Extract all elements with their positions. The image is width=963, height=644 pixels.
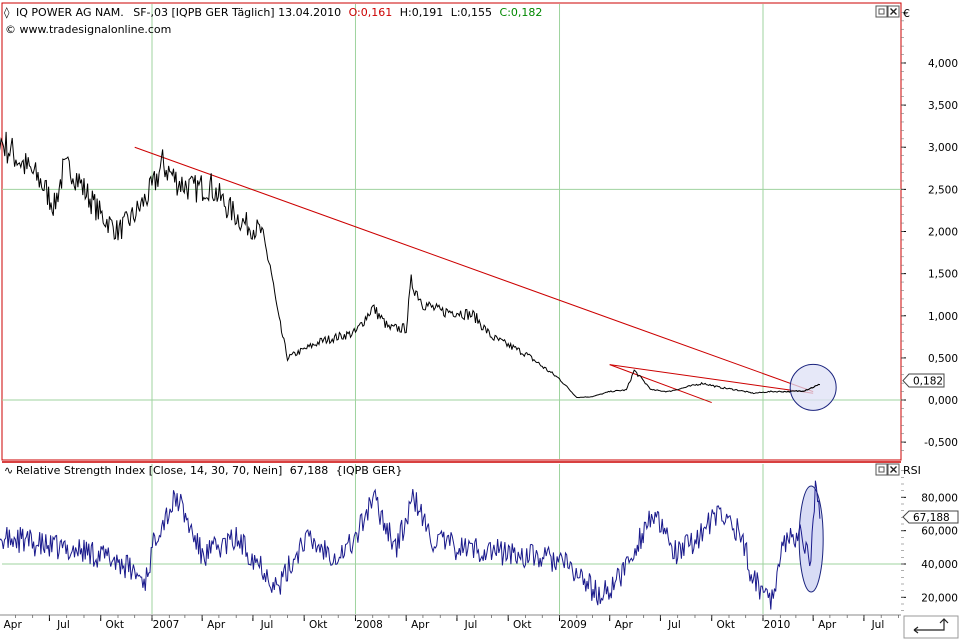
price-series [0,131,821,399]
chart-settings: SF-,03 [IQPB GER Täglich] 13.04.2010 [133,6,341,19]
rsi-y-tick-label: 20,000 [921,592,958,604]
close-value: C:0,182 [500,6,543,19]
currency-label: € [903,7,910,20]
restore-window-icon[interactable] [875,5,888,18]
x-tick-label: Apr [4,619,23,631]
price-y-tick-label: 2,000 [928,227,958,239]
x-tick-label: Jul [56,619,70,631]
rsi-grid [2,464,901,614]
x-tick-label: 2009 [560,619,587,631]
price-y-tick-label: 1,500 [928,269,958,281]
rsi-last-value-badge: 67,188 [902,510,959,524]
rsi-panel-frame [2,463,901,615]
x-tick-label: Apr [818,619,837,631]
price-chart-icon: ◊ [4,6,10,19]
price-y-axis: 4,000 3,500 3,000 2,500 2,000 1,500 1,000 0,500… [901,12,958,451]
svg-text:67,188: 67,188 [913,512,950,524]
svg-text:Relative Strength Index [Close: Relative Strength Index [Close, 14, 30, … [16,464,402,477]
trendline [134,146,814,393]
rsi-y-tick-label: 40,000 [921,559,958,571]
x-tick-label: Jul [667,619,681,631]
rsi-axis-label: RSI [903,464,921,477]
price-line-tail [780,383,821,393]
price-y-tick-label: 0,000 [928,395,958,407]
price-y-tick-label: -0,500 [924,437,958,449]
price-y-tick-label: 1,000 [928,311,958,323]
price-y-tick-label: 3,500 [928,100,958,112]
svg-text:IQ POWER AG NAM. SF-,03: IQ POWER AG NAM. SF-,03 [IQPB GER Täglic… [16,6,542,19]
rsi-restore-window-icon[interactable] [875,463,888,476]
rsi-y-axis: 80,000 60,000 40,000 20,000 [901,470,958,611]
x-tick-label: 2010 [764,619,791,631]
x-tick-label: Apr [411,619,430,631]
x-tick-label: 2008 [356,619,383,631]
rsi-symbol: {IQPB GER} [336,464,403,477]
open-value: O:0,161 [349,6,393,19]
trendline [609,364,814,394]
rsi-highlight-ellipse [798,485,824,593]
x-tick-label: Jul [464,619,478,631]
rsi-series [0,480,824,610]
rsi-close-window-icon[interactable] [887,463,900,476]
price-grid [2,4,901,459]
price-y-tick-label: 0,500 [928,353,958,365]
rsi-title: Relative Strength Index [Close, 14, 30, … [16,464,282,477]
source-credit: © www.tradesignalonline.com [5,23,171,36]
x-axis: Apr Jul Okt 2007 Apr Jul Okt 2008 Apr Jul Okt 2009 A… [4,615,899,631]
price-header: ◊ IQ POWER AG NAM. SF-,03 [IQPB GER Tägl… [4,6,542,36]
price-line [0,131,821,399]
rsi-y-tick-label: 80,000 [921,492,958,504]
price-y-tick-label: 4,000 [928,58,958,70]
close-window-icon[interactable] [887,5,900,18]
rsi-line [0,480,821,610]
x-tick-label: 2007 [153,619,180,631]
x-tick-label: Okt [513,619,531,631]
rsi-y-tick-label: 60,000 [921,526,958,538]
price-panel-frame [1,2,902,461]
rsi-header: ∿ Relative Strength Index [Close, 14, 30… [4,464,402,477]
rsi-value: 67,188 [290,464,329,477]
scroll-arrow-icon[interactable] [903,615,959,639]
svg-text:0,182: 0,182 [913,376,943,388]
x-tick-label: Okt [309,619,327,631]
x-tick-label: Jul [260,619,274,631]
instrument-name: IQ POWER AG NAM. [16,6,124,19]
low-value: L:0,155 [451,6,492,19]
x-tick-label: Apr [207,619,226,631]
price-last-value-badge: 0,182 [902,373,945,388]
price-y-tick-label: 3,000 [928,142,958,154]
high-value: H:0,191 [400,6,443,19]
x-tick-label: Apr [615,619,634,631]
x-tick-label: Okt [105,619,123,631]
trendline [609,364,712,404]
price-y-tick-label: 2,500 [928,184,958,196]
x-tick-label: Jul [871,619,885,631]
indicator-icon: ∿ [4,464,13,477]
x-tick-label: Okt [716,619,734,631]
